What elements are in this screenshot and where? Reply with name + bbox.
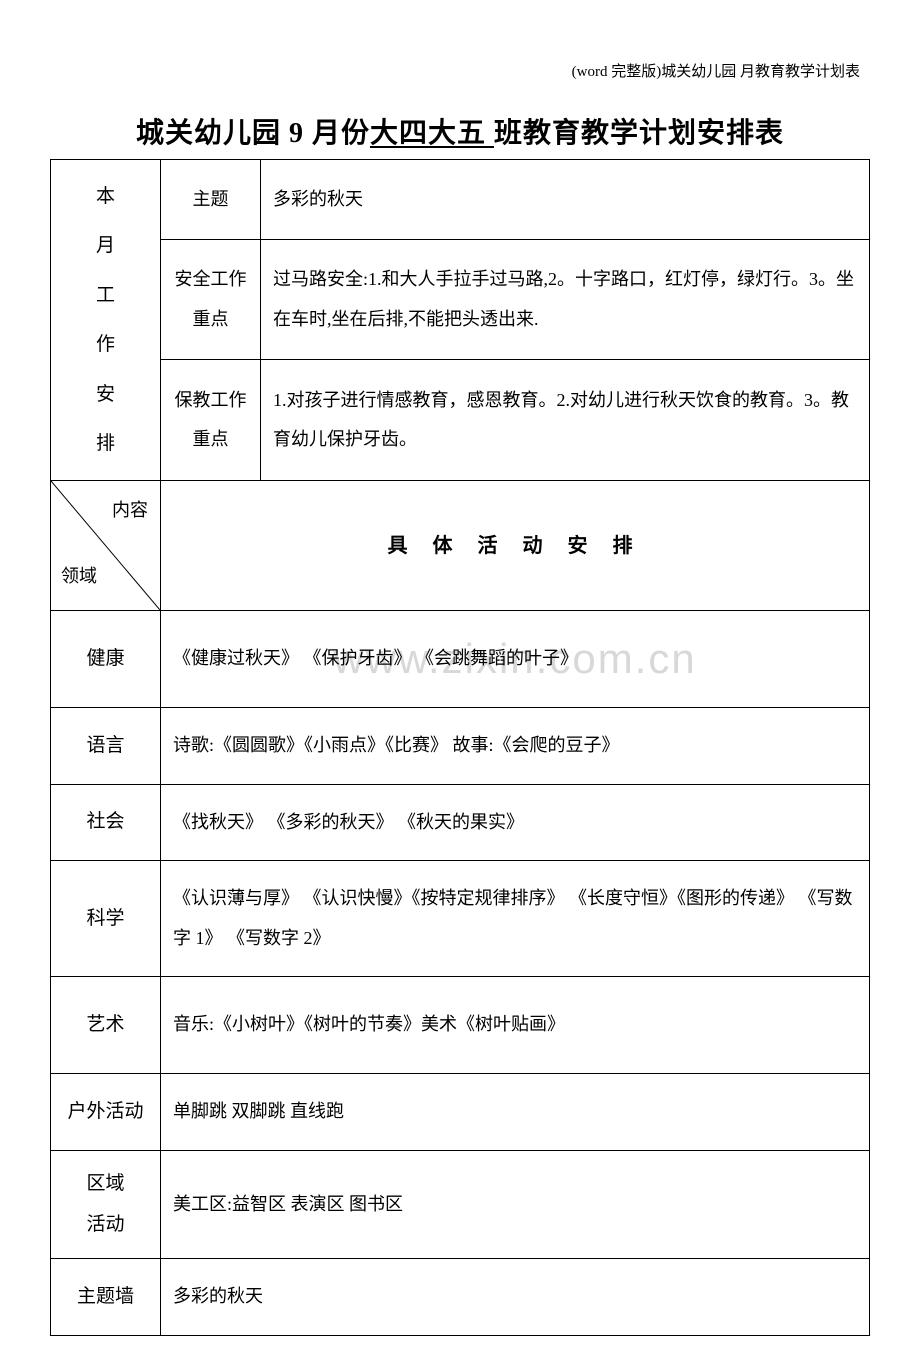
activity-content: www.zixin.com.cn《健康过秋天》 《保护牙齿》 《会跳舞蹈的叶子》 bbox=[161, 611, 870, 708]
row-content: 多彩的秋天 bbox=[261, 160, 870, 240]
activity-content: 美工区:益智区 表演区 图书区 bbox=[161, 1150, 870, 1259]
header-note: (word 完整版)城关幼儿园 月教育教学计划表 bbox=[50, 60, 870, 81]
table-row: 科学《认识薄与厚》 《认识快慢》《按特定规律排序》 《长度守恒》《图形的传递》 … bbox=[51, 861, 870, 977]
activity-content: 单脚跳 双脚跳 直线跑 bbox=[161, 1073, 870, 1150]
activity-label: 主题墙 bbox=[51, 1259, 161, 1336]
section-header: 具 体 活 动 安 排 bbox=[161, 481, 870, 611]
activity-content: 音乐:《小树叶》《树叶的节奏》美术《树叶贴画》 bbox=[161, 977, 870, 1074]
table-row: 艺术音乐:《小树叶》《树叶的节奏》美术《树叶贴画》 bbox=[51, 977, 870, 1074]
activity-content: 《找秋天》 《多彩的秋天》 《秋天的果实》 bbox=[161, 784, 870, 861]
diagonal-top-label: 内容 bbox=[112, 491, 148, 531]
activity-label: 科学 bbox=[51, 861, 161, 977]
title-suffix: 班教育教学计划安排表 bbox=[494, 118, 784, 149]
row-label: 保教工作重点 bbox=[161, 360, 261, 481]
work-arrangement-label: 本月工作安排 bbox=[51, 160, 161, 481]
table-row: 保教工作重点1.对孩子进行情感教育，感恩教育。2.对幼儿进行秋天饮食的教育。3。… bbox=[51, 360, 870, 481]
table-row: 主题墙多彩的秋天 bbox=[51, 1259, 870, 1336]
activity-label: 社会 bbox=[51, 784, 161, 861]
table-row: 语言诗歌:《圆圆歌》《小雨点》《比赛》 故事:《会爬的豆子》 bbox=[51, 707, 870, 784]
diagonal-bottom-label: 领域 bbox=[61, 557, 97, 597]
table-row: 健康www.zixin.com.cn《健康过秋天》 《保护牙齿》 《会跳舞蹈的叶… bbox=[51, 611, 870, 708]
table-row: 内容 领域 具 体 活 动 安 排 bbox=[51, 481, 870, 611]
row-label: 安全工作重点 bbox=[161, 239, 261, 360]
row-content: 1.对孩子进行情感教育，感恩教育。2.对幼儿进行秋天饮食的教育。3。教育幼儿保护… bbox=[261, 360, 870, 481]
row-content: 过马路安全:1.和大人手拉手过马路,2。十字路口，红灯停，绿灯行。3。坐在车时,… bbox=[261, 239, 870, 360]
table-row: 户外活动单脚跳 双脚跳 直线跑 bbox=[51, 1073, 870, 1150]
activity-content: 多彩的秋天 bbox=[161, 1259, 870, 1336]
table-row: 社会《找秋天》 《多彩的秋天》 《秋天的果实》 bbox=[51, 784, 870, 861]
activity-label: 健康 bbox=[51, 611, 161, 708]
activity-label: 户外活动 bbox=[51, 1073, 161, 1150]
title-underline: 大四大五 bbox=[370, 118, 494, 149]
row-label: 主题 bbox=[161, 160, 261, 240]
diagonal-header: 内容 领域 bbox=[51, 481, 161, 611]
plan-table: 本月工作安排主题多彩的秋天安全工作重点过马路安全:1.和大人手拉手过马路,2。十… bbox=[50, 159, 870, 1336]
activity-label: 区域活动 bbox=[51, 1150, 161, 1259]
page-title: 城关幼儿园 9 月份大四大五 班教育教学计划安排表 bbox=[50, 111, 870, 151]
table-row: 区域活动美工区:益智区 表演区 图书区 bbox=[51, 1150, 870, 1259]
table-row: 本月工作安排主题多彩的秋天 bbox=[51, 160, 870, 240]
activity-label: 语言 bbox=[51, 707, 161, 784]
table-row: 安全工作重点过马路安全:1.和大人手拉手过马路,2。十字路口，红灯停，绿灯行。3… bbox=[51, 239, 870, 360]
activity-label: 艺术 bbox=[51, 977, 161, 1074]
activity-content: 《认识薄与厚》 《认识快慢》《按特定规律排序》 《长度守恒》《图形的传递》 《写… bbox=[161, 861, 870, 977]
title-prefix: 城关幼儿园 9 月份 bbox=[136, 118, 370, 149]
activity-content: 诗歌:《圆圆歌》《小雨点》《比赛》 故事:《会爬的豆子》 bbox=[161, 707, 870, 784]
